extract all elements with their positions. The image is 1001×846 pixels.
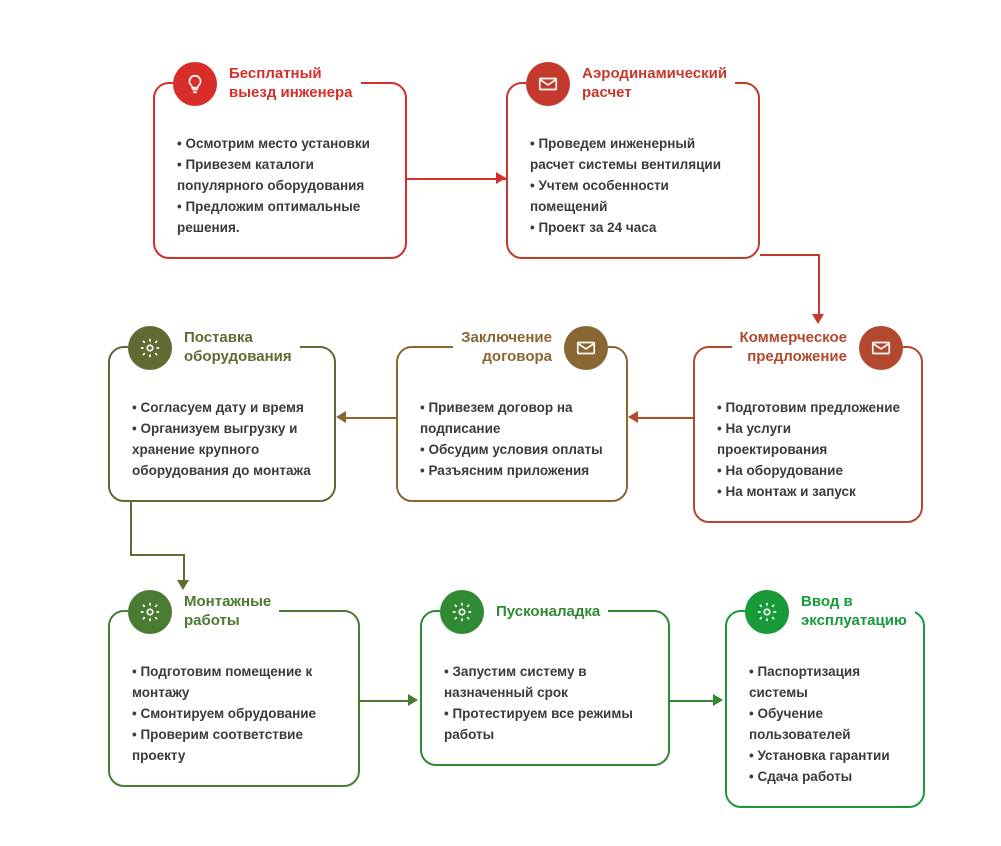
connector-segment [346, 417, 396, 419]
card-title: Ввод в эксплуатацию [801, 593, 907, 631]
process-flow-diagram: Бесплатный выезд инженера • Осмотрим мест… [0, 0, 1001, 846]
connector-segment [638, 417, 693, 419]
card-title: Бесплатный выезд инженера [229, 65, 353, 103]
connector-segment [760, 254, 820, 256]
process-step-card: Монтажные работы• Подготовим помещение к… [108, 610, 360, 787]
card-bullet-line: • На оборудование [717, 461, 903, 482]
card-body: • Осмотрим место установки• Привезем кат… [177, 134, 387, 239]
mail-icon [526, 62, 570, 106]
card-bullet-line: • Разъясним приложения [420, 461, 608, 482]
process-step-card: Аэродинамический расчет• Проведем инжене… [506, 82, 760, 259]
card-bullet-line: проекту [132, 746, 340, 767]
card-title: Заключение договора [461, 329, 552, 367]
card-title: Монтажные работы [184, 593, 271, 631]
card-bullet-line: • Проект за 24 часа [530, 218, 740, 239]
card-bullet-line: • Сдача работы [749, 767, 905, 788]
connector-segment [130, 501, 132, 556]
card-bullet-line: оборудования до монтажа [132, 461, 316, 482]
card-bullet-line: • Смонтируем обрудование [132, 704, 340, 725]
connector-arrow [408, 694, 418, 706]
connector-segment [407, 178, 506, 180]
card-bullet-line: • Обсудим условия оплаты [420, 440, 608, 461]
card-bullet-line: • На монтаж и запуск [717, 482, 903, 503]
card-bullet-line: • Привезем каталоги [177, 155, 387, 176]
process-step-card: Бесплатный выезд инженера• Осмотрим мест… [153, 82, 407, 259]
card-bullet-line: • Протестируем все режимы [444, 704, 650, 725]
card-header: Пусконаладка [440, 590, 608, 634]
card-title: Коммерческое предложение [740, 329, 847, 367]
card-bullet-line: назначенный срок [444, 683, 650, 704]
card-bullet-line: • Подготовим предложение [717, 398, 903, 419]
card-bullet-line: расчет системы вентиляции [530, 155, 740, 176]
card-body: • Проведем инженерныйрасчет системы вент… [530, 134, 740, 239]
card-header: Коммерческое предложение [732, 326, 903, 370]
card-bullet-line: • На услуги проектирования [717, 419, 903, 461]
mail-icon [859, 326, 903, 370]
card-bullet-line: • Подготовим помещение к [132, 662, 340, 683]
card-bullet-line: • Проверим соответствие [132, 725, 340, 746]
connector-segment [360, 700, 410, 702]
card-bullet-line: • Обучение пользователей [749, 704, 905, 746]
card-header: Бесплатный выезд инженера [173, 62, 361, 106]
card-bullet-line: • Предложим оптимальные [177, 197, 387, 218]
card-title: Аэродинамический расчет [582, 65, 727, 103]
process-step-card: Поставка оборудования• Согласуем дату и … [108, 346, 336, 502]
card-body: • Паспортизация системы• Обучение пользо… [749, 662, 905, 788]
card-bullet-line: • Учтем особенности [530, 176, 740, 197]
card-header: Ввод в эксплуатацию [745, 590, 915, 634]
card-header: Монтажные работы [128, 590, 279, 634]
card-bullet-line: хранение крупного [132, 440, 316, 461]
card-bullet-line: монтажу [132, 683, 340, 704]
gear-icon [128, 326, 172, 370]
card-body: • Привезем договор наподписание• Обсудим… [420, 398, 608, 482]
card-body: • Подготовим предложение• На услуги прое… [717, 398, 903, 503]
card-body: • Подготовим помещение кмонтажу• Смонтир… [132, 662, 340, 767]
mail-icon [564, 326, 608, 370]
card-bullet-line: • Запустим систему в [444, 662, 650, 683]
card-bullet-line: работы [444, 725, 650, 746]
card-bullet-line: популярного оборудования [177, 176, 387, 197]
connector-arrow [177, 580, 189, 590]
card-bullet-line: решения. [177, 218, 387, 239]
card-bullet-line: • Привезем договор на [420, 398, 608, 419]
connector-segment [670, 700, 715, 702]
card-header: Поставка оборудования [128, 326, 300, 370]
connector-arrow [336, 411, 346, 423]
connector-arrow [713, 694, 723, 706]
connector-arrow [628, 411, 638, 423]
card-bullet-line: помещений [530, 197, 740, 218]
connector-arrow [496, 172, 506, 184]
process-step-card: Заключение договора• Привезем договор на… [396, 346, 628, 502]
card-bullet-line: • Организуем выгрузку и [132, 419, 316, 440]
connector-segment [818, 254, 820, 316]
connector-arrow [812, 314, 824, 324]
card-bullet-line: • Паспортизация системы [749, 662, 905, 704]
card-bullet-line: • Осмотрим место установки [177, 134, 387, 155]
connector-segment [183, 554, 185, 582]
lightbulb-icon [173, 62, 217, 106]
gear-icon [745, 590, 789, 634]
process-step-card: Коммерческое предложение• Подготовим пре… [693, 346, 923, 523]
process-step-card: Ввод в эксплуатацию• Паспортизация систе… [725, 610, 925, 808]
card-bullet-line: подписание [420, 419, 608, 440]
card-title: Пусконаладка [496, 603, 600, 622]
card-header: Аэродинамический расчет [526, 62, 735, 106]
card-header: Заключение договора [453, 326, 608, 370]
card-bullet-line: • Согласуем дату и время [132, 398, 316, 419]
card-body: • Согласуем дату и время• Организуем выг… [132, 398, 316, 482]
gear-icon [440, 590, 484, 634]
card-title: Поставка оборудования [184, 329, 292, 367]
card-bullet-line: • Проведем инженерный [530, 134, 740, 155]
gear-icon [128, 590, 172, 634]
connector-segment [130, 554, 185, 556]
process-step-card: Пусконаладка• Запустим систему вназначен… [420, 610, 670, 766]
card-body: • Запустим систему вназначенный срок• Пр… [444, 662, 650, 746]
card-bullet-line: • Установка гарантии [749, 746, 905, 767]
